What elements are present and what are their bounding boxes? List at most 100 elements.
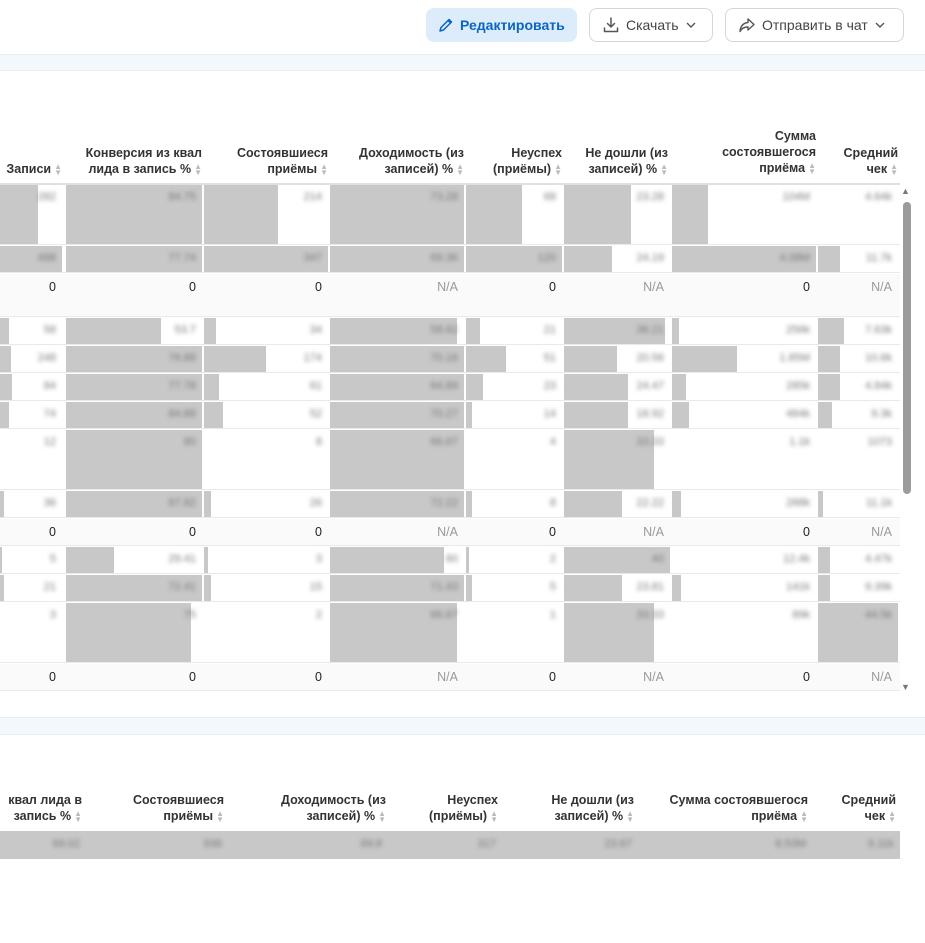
- totals-header-completed-visits[interactable]: Состоявшиеся приёмы ▲ ▼: [133, 793, 224, 824]
- header-average-check[interactable]: Средний чек ▲ ▼: [843, 146, 898, 177]
- totals-header-attendance[interactable]: Доходимость (из записей) % ▲ ▼: [281, 793, 386, 824]
- send-to-chat-button[interactable]: Отправить в чат: [725, 8, 904, 42]
- totals-row: 69.02 936 69.8 317 23.67 8.53M 9.11k: [0, 831, 900, 859]
- table-cell: 214: [204, 185, 328, 244]
- table-row[interactable]: 58 53.7 34 58.62 21 36.21 256k 7.63k: [0, 318, 900, 345]
- cell-value: 1.85M: [779, 352, 810, 364]
- cell-value: 23: [543, 380, 556, 392]
- table-cell: 66.67: [330, 430, 464, 489]
- table-cell: 76.88: [66, 346, 202, 372]
- table-row[interactable]: 282 84.75 214 73.28 68 23.28 104M 4.64k: [0, 185, 900, 245]
- header-visit-sum[interactable]: Сумма состоявшегося приёма ▲ ▼: [722, 129, 816, 176]
- totals-header-failed-visits[interactable]: Неуспех (приёмы) ▲ ▼: [429, 793, 498, 824]
- totals-header-no-show[interactable]: Не дошли (из записей) % ▲ ▼: [551, 793, 634, 824]
- data-bar: [204, 374, 219, 400]
- data-bar: [66, 491, 202, 517]
- table-cell: 0: [66, 664, 202, 690]
- table-cell: N/A: [330, 664, 464, 690]
- table-cell: 26: [204, 491, 328, 517]
- data-bar: [330, 603, 457, 662]
- table-cell: 21: [466, 318, 562, 344]
- scroll-up-arrow[interactable]: ▲: [901, 186, 910, 196]
- section-divider: [0, 717, 925, 735]
- cell-value: 5: [549, 581, 556, 593]
- table-cell: 87.82: [66, 491, 202, 517]
- data-bar: [672, 318, 679, 344]
- header-failed-visits[interactable]: Неуспех (приёмы) ▲ ▼: [493, 146, 562, 177]
- cell-value: 34: [309, 324, 322, 336]
- cell-value: 288k: [786, 497, 810, 509]
- header-conversion[interactable]: Конверсия из квал лида в запись % ▲ ▼: [85, 146, 202, 177]
- table-cell: 3: [204, 547, 328, 573]
- cell-value: N/A: [643, 670, 664, 684]
- table-cell: 80: [66, 430, 202, 489]
- table-row[interactable]: 498 77.74 347 69.36 120 24.19 4.08M 11.7k: [0, 246, 900, 273]
- cell-value: 73.28: [430, 191, 458, 203]
- table-cell: 4.47k: [818, 547, 898, 573]
- header-no-show[interactable]: Не дошли (из записей) % ▲ ▼: [585, 146, 668, 177]
- table-cell: 0: [672, 664, 816, 690]
- totals-cell: 317: [477, 838, 496, 850]
- data-bar: [330, 346, 464, 372]
- table-cell: 23: [466, 374, 562, 400]
- table-row[interactable]: 12 80 8 66.67 4 33.33 1.1k 1073: [0, 430, 900, 490]
- table-cell: 1073: [818, 430, 898, 489]
- vertical-scrollbar[interactable]: ▲ ▼: [900, 186, 914, 694]
- header-records[interactable]: Записи ▲ ▼: [6, 161, 62, 177]
- cell-value: 15: [309, 581, 322, 593]
- data-bar: [466, 575, 472, 601]
- cell-value: 84.75: [168, 191, 196, 203]
- totals-header-conversion[interactable]: квал лида в запись % ▲ ▼: [8, 793, 82, 824]
- cell-value: N/A: [871, 280, 892, 294]
- scroll-down-arrow[interactable]: ▼: [901, 682, 910, 692]
- data-bar: [818, 246, 840, 272]
- cell-value: 24.47: [636, 380, 664, 392]
- totals-header-visit-sum[interactable]: Сумма состоявшегося приёма ▲ ▼: [669, 793, 808, 824]
- cell-value: 68: [543, 191, 556, 203]
- cell-value: 484k: [786, 408, 810, 420]
- scroll-thumb[interactable]: [903, 202, 911, 494]
- data-bar: [672, 575, 681, 601]
- totals-cell: 936: [203, 838, 222, 850]
- table-cell: 484k: [672, 402, 816, 428]
- cell-value: 36: [43, 497, 56, 509]
- cell-value: 33.33: [636, 436, 664, 448]
- cell-value: 0: [49, 280, 56, 294]
- header-completed-visits[interactable]: Состоявшиеся приёмы ▲ ▼: [237, 146, 328, 177]
- download-button[interactable]: Скачать: [589, 8, 713, 42]
- data-bar: [66, 603, 191, 662]
- table-row[interactable]: 84 77.78 61 64.89 23 24.47 285k 4.84k: [0, 374, 900, 401]
- table-row[interactable]: 0 0 0 N/A 0 N/A 0 N/A: [0, 664, 900, 691]
- cell-value: 60: [445, 553, 458, 565]
- edit-button[interactable]: Редактировать: [426, 8, 577, 42]
- table-row[interactable]: 74 84.88 52 70.27 14 18.92 484k 9.3k: [0, 402, 900, 429]
- table-cell: 5: [466, 575, 562, 601]
- cell-value: 0: [49, 670, 56, 684]
- table-row[interactable]: 5 29.41 3 60 2 40 12.4k 4.47k: [0, 547, 900, 574]
- data-bar: [818, 318, 844, 344]
- cell-value: N/A: [437, 670, 458, 684]
- table-cell: 23.81: [564, 575, 670, 601]
- data-bar: [818, 603, 898, 662]
- data-bar: [818, 575, 830, 601]
- data-bar: [330, 491, 464, 517]
- table-row[interactable]: 3 75 2 66.67 1 33.33 89k 44.5k: [0, 603, 900, 663]
- header-attendance[interactable]: Доходимость (из записей) % ▲ ▼: [359, 146, 464, 177]
- cell-value: 1: [549, 609, 556, 621]
- data-bar: [564, 374, 628, 400]
- table-cell: 12: [0, 430, 62, 489]
- table-row[interactable]: 0 0 0 N/A 0 N/A 0 N/A: [0, 274, 900, 317]
- table-cell: 14: [466, 402, 562, 428]
- cell-value: 51: [543, 352, 556, 364]
- cell-value: 0: [549, 525, 556, 539]
- table-row[interactable]: 21 72.41 15 71.43 5 23.81 141k 9.39k: [0, 575, 900, 602]
- totals-header-average-check[interactable]: Средний чек ▲ ▼: [841, 793, 896, 824]
- data-bar: [466, 246, 562, 272]
- toolbar: Редактировать Скачать Отправить в чат: [0, 0, 925, 54]
- table-cell: 4: [466, 430, 562, 489]
- table-row[interactable]: 36 87.82 26 72.22 8 22.22 288k 11.1k: [0, 491, 900, 518]
- table-cell: 33.33: [564, 430, 670, 489]
- table-row[interactable]: 248 76.88 174 70.16 51 20.56 1.85M 10.6k: [0, 346, 900, 373]
- table-row[interactable]: 0 0 0 N/A 0 N/A 0 N/A: [0, 519, 900, 546]
- data-bar: [466, 185, 522, 244]
